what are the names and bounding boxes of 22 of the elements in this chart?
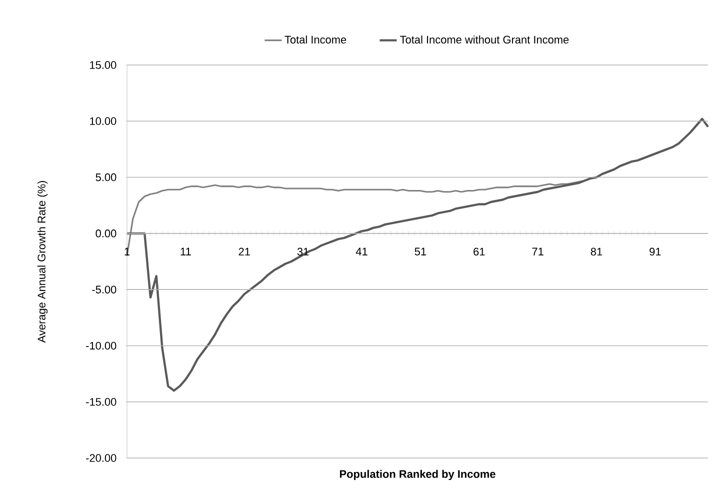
x-tick-label: 1 <box>124 248 130 256</box>
y-tick-label: 5.00 <box>96 173 116 182</box>
y-tick-label: -15.00 <box>86 398 116 406</box>
x-tick-label: 71 <box>532 248 544 256</box>
y-tick-label: -20.00 <box>86 454 116 462</box>
x-tick-label: 41 <box>356 248 368 256</box>
x-tick-label: 21 <box>238 248 250 256</box>
x-tick-label: 61 <box>474 248 485 256</box>
x-tick-label: 31 <box>297 248 309 256</box>
x-tick-label: 51 <box>414 248 426 256</box>
x-tick-label: 11 <box>180 248 191 256</box>
x-axis-title: Population Ranked by Income <box>340 470 496 480</box>
x-tick-label: 81 <box>590 248 602 256</box>
y-axis-title: Average Annual Growth Rate (%) <box>37 180 48 343</box>
legend-label: Total Income <box>284 36 346 44</box>
y-tick-label: 10.00 <box>90 117 116 126</box>
y-tick-label: 15.00 <box>90 61 116 69</box>
x-tick-label: 91 <box>650 248 661 256</box>
y-tick-label: -10.00 <box>86 342 116 350</box>
y-tick-label: -5.00 <box>92 286 116 294</box>
legend-label: Total Income without Grant Income <box>400 36 569 44</box>
y-tick-label: 0.00 <box>96 230 116 238</box>
